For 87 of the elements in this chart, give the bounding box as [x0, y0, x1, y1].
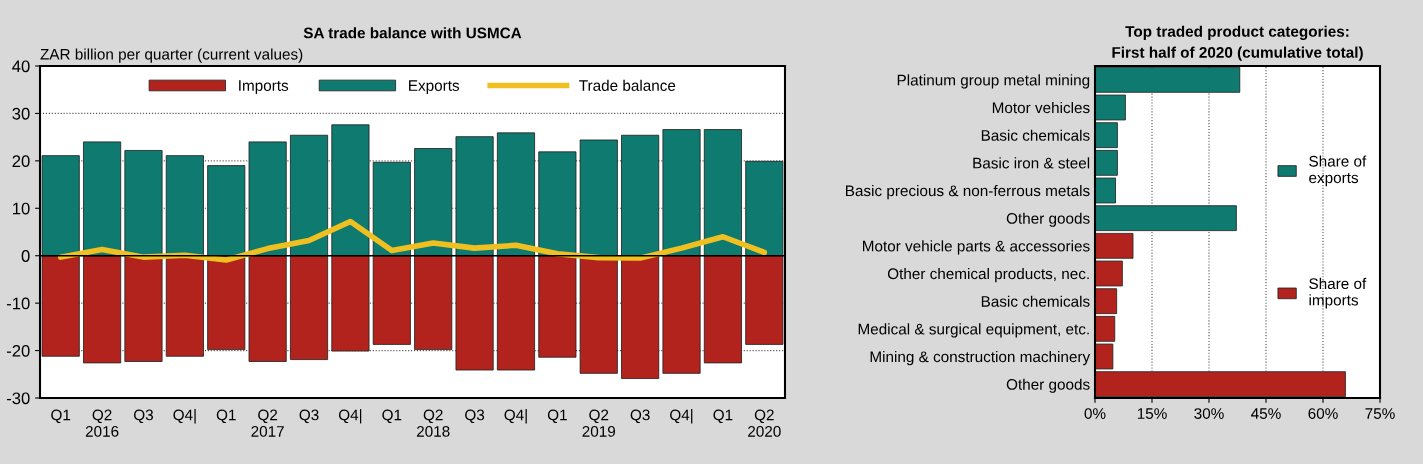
y-tick-label: 0: [21, 250, 30, 262]
y-tick-label: 20: [12, 155, 30, 168]
x-tick-label: Q3: [630, 409, 650, 424]
bar: [331, 124, 370, 257]
x-tick-label: 0%: [1084, 408, 1106, 419]
bar: [289, 255, 329, 360]
x-tick-label: Q1: [216, 409, 236, 424]
x-tick-label: Q4|: [670, 409, 693, 424]
x-tick-label: Q3: [299, 409, 319, 424]
bar: [124, 255, 163, 362]
bar: [745, 160, 784, 257]
x-tick-label: Q2 2018: [416, 409, 450, 437]
y-tick-label: Basic chemicals: [981, 129, 1090, 141]
x-tick-label: Q1: [382, 409, 402, 424]
bar: [331, 255, 370, 352]
y-tick-label: Other chemical products, nec.: [887, 267, 1089, 283]
x-tick-label: Q1: [51, 409, 71, 424]
chart-title: Top traded product categories: First half of 2020 (cumulative total): [1112, 25, 1363, 61]
bar: [621, 134, 660, 257]
y-tick-label: -20: [6, 344, 30, 357]
y-tick-label: Motor vehicle parts & accessories: [863, 240, 1090, 255]
x-tick-label: 15%: [1137, 408, 1167, 419]
bar: [496, 132, 536, 257]
x-tick-label: 30%: [1194, 408, 1224, 419]
bar: [496, 255, 536, 371]
x-tick-label: Q3: [134, 409, 153, 424]
bar: [579, 139, 618, 257]
y-tick-label: Basic precious & non-ferrous metals: [846, 184, 1090, 200]
x-tick-label: 45%: [1251, 408, 1281, 419]
bar: [703, 129, 742, 257]
bar: [662, 129, 701, 257]
y-tick-label: Basic iron & steel: [973, 157, 1090, 169]
chart-title: SA trade balance with USMCA: [303, 27, 522, 39]
bar: [455, 136, 494, 257]
bar: [165, 155, 204, 257]
bar: [207, 255, 246, 351]
bar: [207, 165, 246, 257]
x-tick-label: 75%: [1365, 408, 1395, 419]
y-tick-label: 10: [13, 202, 30, 215]
bar: [41, 155, 80, 257]
legend-label: Share of exports: [1309, 155, 1367, 187]
x-tick-label: Q2 2017: [251, 409, 284, 437]
bar: [372, 255, 411, 345]
y-tick-label: Medical & surgical equipment, etc.: [858, 323, 1089, 338]
legend-label: Trade balance: [579, 79, 676, 91]
bar: [41, 255, 80, 357]
bar: [248, 141, 287, 257]
bar: [83, 141, 122, 257]
bar: [662, 255, 701, 374]
bar: [538, 151, 577, 257]
bar: [124, 150, 163, 257]
y-tick-label: Motor vehicles: [992, 101, 1090, 114]
x-tick-label: Q4|: [504, 409, 527, 424]
x-tick-label: Q4|: [338, 409, 362, 424]
bar: [745, 255, 784, 345]
legend-label: Exports: [409, 80, 460, 94]
bar: [703, 255, 742, 364]
legend-label: Imports: [239, 80, 289, 94]
x-tick-label: Q2 2019: [582, 409, 616, 437]
bar: [248, 255, 287, 362]
x-tick-label: Q1: [713, 409, 733, 424]
y-axis-title: ZAR billion per quarter (current values): [40, 48, 303, 63]
bar: [372, 161, 411, 257]
x-tick-label: Q3: [465, 409, 485, 424]
x-tick-label: 60%: [1308, 408, 1338, 419]
y-tick-label: Other goods: [1006, 212, 1090, 227]
x-tick-label: Q4|: [173, 409, 196, 424]
bar: [621, 255, 660, 379]
y-tick-label: -10: [6, 297, 30, 310]
bar: [414, 148, 453, 257]
y-tick-label: Mining & construction machinery: [870, 350, 1091, 366]
y-tick-label: -30: [6, 392, 30, 405]
bar: [414, 255, 453, 351]
y-tick-label: 30: [12, 107, 30, 120]
x-tick-label: Q2 2016: [85, 409, 119, 437]
bar: [538, 255, 577, 358]
y-tick-label: Other goods: [1006, 378, 1090, 393]
bar: [455, 255, 494, 371]
bar: [289, 134, 329, 257]
y-tick-label: Platinum group metal mining: [897, 74, 1090, 89]
legend-label: Share of imports: [1309, 277, 1367, 309]
y-tick-label: 40: [12, 60, 30, 73]
x-tick-label: Q1: [547, 409, 567, 424]
bar: [83, 255, 122, 364]
x-tick-label: Q2 2020: [748, 409, 781, 437]
bar: [165, 255, 204, 357]
y-tick-label: Basic chemicals: [981, 295, 1090, 307]
